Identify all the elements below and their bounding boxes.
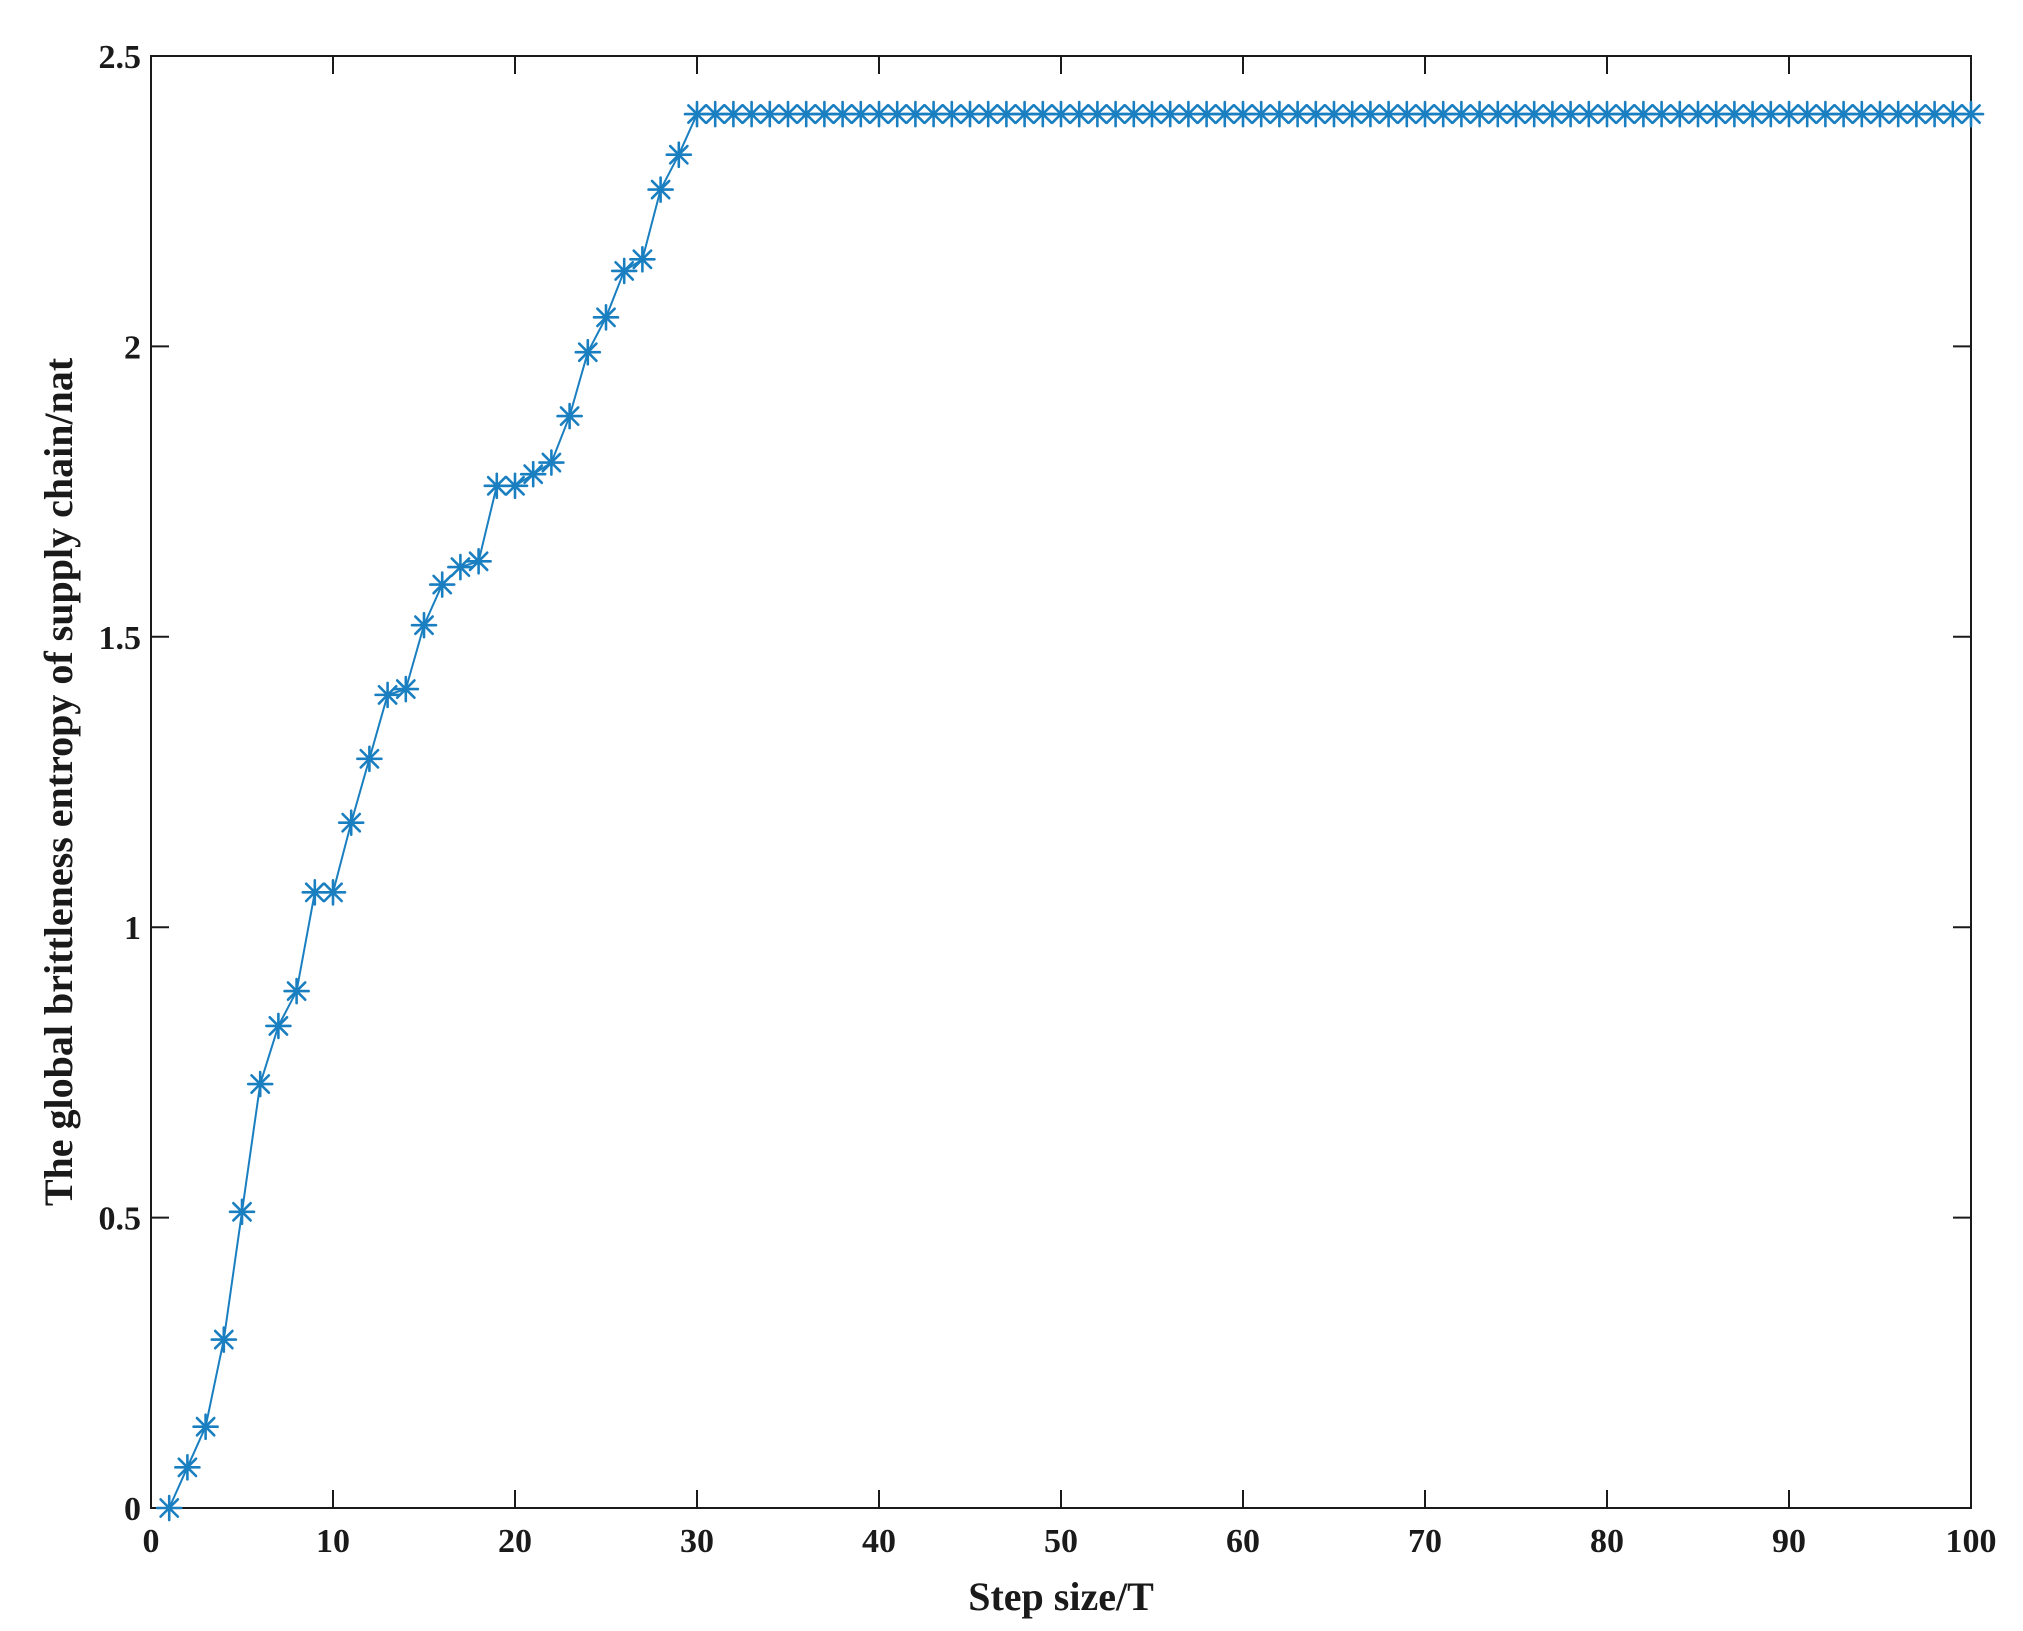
y-tick-label: 0 <box>124 1491 141 1528</box>
data-point <box>883 100 911 128</box>
y-axis: 0 0.5 1 1.5 2 2.5 <box>99 39 1971 1528</box>
data-point <box>1539 100 1566 128</box>
data-point <box>1939 100 1967 128</box>
y-tick-label: 2.5 <box>99 39 142 76</box>
data-point <box>1065 100 1093 128</box>
data-point <box>683 100 711 128</box>
data-point <box>1084 100 1111 128</box>
data-point <box>756 100 784 128</box>
data-point <box>246 1070 274 1098</box>
data-point <box>337 809 365 836</box>
data-point <box>956 100 984 128</box>
plot-frame <box>150 55 1972 1509</box>
series-group <box>155 100 1985 1522</box>
data-point <box>228 1198 256 1226</box>
data-point <box>1047 100 1075 128</box>
data-point <box>647 176 674 203</box>
x-tick-label: 20 <box>498 1523 532 1560</box>
data-point <box>192 1413 219 1440</box>
data-point <box>665 141 693 169</box>
x-axis: 0 10 20 30 40 50 60 70 80 90 100 <box>143 56 1997 1560</box>
data-point <box>1957 100 1985 128</box>
data-point <box>501 472 529 500</box>
x-tick-label: 80 <box>1590 1523 1624 1560</box>
x-tick-label: 100 <box>1946 1523 1997 1560</box>
data-point <box>1630 100 1657 128</box>
data-point <box>155 1494 183 1522</box>
data-point <box>283 977 310 1005</box>
data-point <box>1884 100 1912 128</box>
data-point <box>1393 100 1421 128</box>
data-point <box>1557 100 1584 128</box>
data-point <box>410 611 438 639</box>
data-point <box>465 547 492 575</box>
y-tick-label: 1.5 <box>99 620 142 657</box>
y-tick-label: 2 <box>124 329 141 366</box>
data-point <box>574 338 602 366</box>
data-point <box>1338 100 1366 128</box>
data-point <box>519 460 547 488</box>
data-point <box>829 100 856 128</box>
data-point <box>538 449 565 476</box>
y-tick-label: 0.5 <box>99 1201 142 1238</box>
data-point <box>428 571 456 598</box>
data-point <box>865 100 893 128</box>
x-tick-label: 10 <box>316 1523 350 1560</box>
data-point <box>738 100 765 128</box>
data-point <box>301 879 329 906</box>
x-tick-label: 60 <box>1226 1523 1260 1560</box>
series-line <box>168 113 1971 1509</box>
data-point <box>174 1454 201 1481</box>
x-tick-label: 0 <box>143 1523 160 1560</box>
data-point <box>1102 100 1129 128</box>
data-point <box>610 257 638 285</box>
data-point <box>1229 100 1257 128</box>
y-axis-label: The global brittleness entropy of supply… <box>36 357 81 1206</box>
x-tick-label: 30 <box>680 1523 714 1560</box>
data-point <box>447 553 474 581</box>
data-point <box>1411 100 1439 128</box>
x-tick-label: 90 <box>1772 1523 1806 1560</box>
data-point <box>556 402 583 430</box>
data-point <box>1211 100 1239 128</box>
data-point <box>210 1326 238 1353</box>
data-point <box>1193 100 1220 128</box>
x-tick-label: 70 <box>1408 1523 1442 1560</box>
x-tick-label: 40 <box>862 1523 896 1560</box>
data-point <box>374 681 401 709</box>
data-point <box>629 245 656 273</box>
y-tick-label: 1 <box>124 910 141 947</box>
data-point <box>1120 100 1148 128</box>
data-point <box>265 1012 292 1040</box>
data-point <box>1775 100 1803 128</box>
x-tick-label: 50 <box>1044 1523 1078 1560</box>
data-point <box>356 745 383 773</box>
data-point <box>319 879 347 906</box>
x-axis-label: Step size/T <box>968 1574 1154 1619</box>
data-point <box>592 304 620 331</box>
data-point <box>1721 100 1748 128</box>
data-point <box>392 675 420 703</box>
